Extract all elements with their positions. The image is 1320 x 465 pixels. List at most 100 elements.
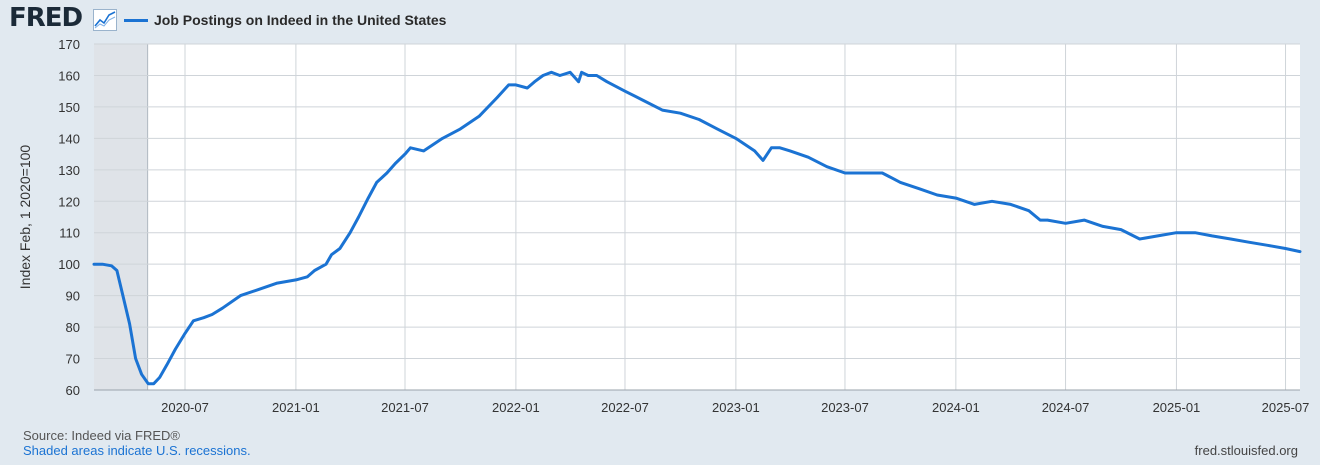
data-point xyxy=(1101,225,1105,228)
x-tick-label: 2023-01 xyxy=(712,400,760,415)
data-point xyxy=(843,171,847,175)
series-line[interactable] xyxy=(92,70,1302,386)
data-point xyxy=(1284,247,1287,250)
data-point xyxy=(825,165,829,168)
x-tick-label: 2023-07 xyxy=(821,400,869,415)
data-point xyxy=(385,171,389,175)
data-point xyxy=(679,112,682,115)
data-point xyxy=(661,108,664,112)
data-point xyxy=(183,332,187,335)
x-axis-ticks: 2020-07 2021-01 2021-07 2022-01 2022-07 2023-… xyxy=(161,400,1309,415)
recession-shading-layer xyxy=(94,44,149,390)
data-point xyxy=(1175,231,1178,234)
data-point xyxy=(441,137,444,140)
data-point xyxy=(550,71,553,74)
data-point xyxy=(778,146,782,149)
data-point xyxy=(761,159,765,162)
data-point xyxy=(587,74,590,77)
data-point xyxy=(134,357,137,360)
y-tick-label: 60 xyxy=(66,383,80,398)
data-point xyxy=(128,322,131,326)
x-tick-label: 2024-07 xyxy=(1042,400,1090,415)
x-tick-label: 2024-01 xyxy=(932,400,980,415)
data-point xyxy=(306,275,309,278)
legend-series-name[interactable]: Job Postings on Indeed in the United Sta… xyxy=(154,12,447,28)
y-axis-ticks: 60 70 80 90 100 110 120 130 140 150 160 170 xyxy=(58,37,80,398)
data-point xyxy=(115,269,119,272)
data-point xyxy=(507,83,510,87)
data-point xyxy=(313,269,316,272)
y-tick-label: 150 xyxy=(58,100,80,115)
recession-band xyxy=(94,44,148,390)
x-tick-label: 2025-01 xyxy=(1153,400,1201,415)
data-point xyxy=(110,264,113,267)
data-point xyxy=(1064,222,1067,225)
y-tick-label: 80 xyxy=(66,320,80,335)
data-point xyxy=(595,74,598,77)
data-point xyxy=(1083,218,1086,222)
data-point xyxy=(642,99,645,102)
data-point xyxy=(697,118,701,121)
data-point xyxy=(1039,218,1042,222)
plot-area xyxy=(94,44,1300,390)
data-point xyxy=(409,146,412,149)
data-point xyxy=(210,313,214,316)
x-tick-label: 2021-07 xyxy=(381,400,429,415)
x-tick-label: 2021-01 xyxy=(272,400,320,415)
data-point xyxy=(1009,203,1012,206)
y-tick-label: 110 xyxy=(59,226,80,241)
legend-swatch xyxy=(124,19,148,22)
data-point xyxy=(623,90,627,93)
y-tick-label: 90 xyxy=(66,289,80,304)
data-point xyxy=(257,288,261,291)
data-point xyxy=(788,149,792,153)
data-point xyxy=(276,281,279,285)
data-point xyxy=(1298,250,1302,253)
data-point xyxy=(221,307,224,310)
data-point xyxy=(121,294,125,297)
fred-url-link[interactable]: fred.stlouisfed.org xyxy=(1194,443,1298,458)
data-point xyxy=(881,171,884,175)
gridlines xyxy=(94,43,1300,391)
data-point xyxy=(330,253,333,256)
data-point xyxy=(101,263,104,266)
line-chart[interactable]: 60 70 80 90 100 110 120 130 140 150 160 170 2020-07… xyxy=(0,0,1320,425)
data-point xyxy=(202,316,205,319)
fred-logo[interactable]: FRED xyxy=(9,3,83,33)
data-point xyxy=(357,215,360,219)
data-point xyxy=(92,263,96,266)
data-point xyxy=(807,156,810,159)
data-point xyxy=(514,83,518,87)
data-point xyxy=(917,187,921,190)
data-point xyxy=(973,203,976,206)
x-tick-label: 2020-07 xyxy=(161,400,209,415)
data-point xyxy=(422,149,425,153)
data-point xyxy=(477,115,481,118)
data-point xyxy=(192,319,195,322)
data-point xyxy=(375,181,378,184)
data-point xyxy=(165,363,169,366)
data-point xyxy=(158,376,161,379)
data-point xyxy=(174,347,177,351)
data-point xyxy=(403,152,407,156)
data-point xyxy=(990,200,994,203)
data-point xyxy=(496,96,499,99)
data-point xyxy=(533,80,536,83)
data-point xyxy=(558,74,562,77)
data-point xyxy=(716,127,719,131)
data-point xyxy=(568,71,572,74)
data-point xyxy=(239,294,242,297)
data-points xyxy=(92,71,1302,385)
data-point xyxy=(899,181,902,184)
data-point xyxy=(348,231,352,234)
data-point xyxy=(734,137,738,140)
y-tick-label: 120 xyxy=(58,194,80,209)
x-tick-label: 2025-07 xyxy=(1262,400,1310,415)
y-tick-label: 70 xyxy=(66,352,80,367)
data-point xyxy=(1229,237,1232,241)
data-point xyxy=(1027,209,1031,212)
data-point xyxy=(324,263,328,266)
x-tick-label: 2022-01 xyxy=(492,400,540,415)
data-point xyxy=(1046,218,1049,222)
data-point xyxy=(394,162,397,165)
